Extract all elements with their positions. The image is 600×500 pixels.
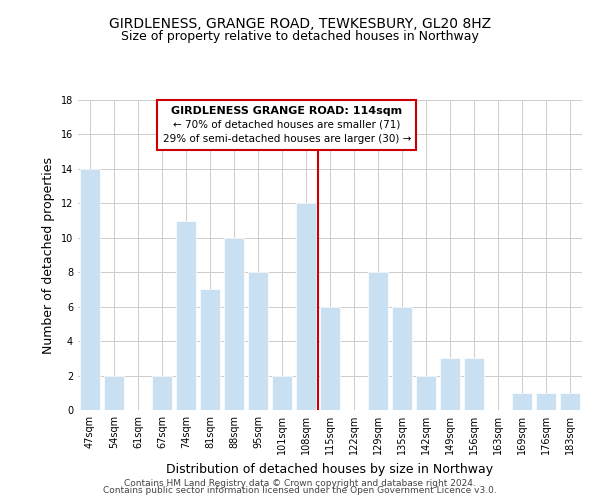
Text: GIRDLENESS GRANGE ROAD: 114sqm: GIRDLENESS GRANGE ROAD: 114sqm: [171, 106, 403, 116]
Text: GIRDLENESS, GRANGE ROAD, TEWKESBURY, GL20 8HZ: GIRDLENESS, GRANGE ROAD, TEWKESBURY, GL2…: [109, 18, 491, 32]
Bar: [440, 358, 460, 410]
Text: 29% of semi-detached houses are larger (30) →: 29% of semi-detached houses are larger (…: [163, 134, 411, 144]
Bar: [248, 272, 268, 410]
Bar: [392, 306, 412, 410]
Bar: [560, 393, 580, 410]
Bar: [536, 393, 556, 410]
Bar: [80, 169, 100, 410]
X-axis label: Distribution of detached houses by size in Northway: Distribution of detached houses by size …: [166, 462, 494, 475]
Bar: [512, 393, 532, 410]
Bar: [224, 238, 244, 410]
Y-axis label: Number of detached properties: Number of detached properties: [42, 156, 55, 354]
Text: Size of property relative to detached houses in Northway: Size of property relative to detached ho…: [121, 30, 479, 43]
Bar: [296, 204, 316, 410]
Text: Contains HM Land Registry data © Crown copyright and database right 2024.: Contains HM Land Registry data © Crown c…: [124, 478, 476, 488]
Bar: [464, 358, 484, 410]
Bar: [104, 376, 124, 410]
Bar: [152, 376, 172, 410]
Bar: [368, 272, 388, 410]
FancyBboxPatch shape: [157, 100, 416, 150]
Bar: [200, 290, 220, 410]
Text: Contains public sector information licensed under the Open Government Licence v3: Contains public sector information licen…: [103, 486, 497, 495]
Bar: [416, 376, 436, 410]
Text: ← 70% of detached houses are smaller (71): ← 70% of detached houses are smaller (71…: [173, 120, 400, 130]
Bar: [176, 220, 196, 410]
Bar: [320, 306, 340, 410]
Bar: [272, 376, 292, 410]
